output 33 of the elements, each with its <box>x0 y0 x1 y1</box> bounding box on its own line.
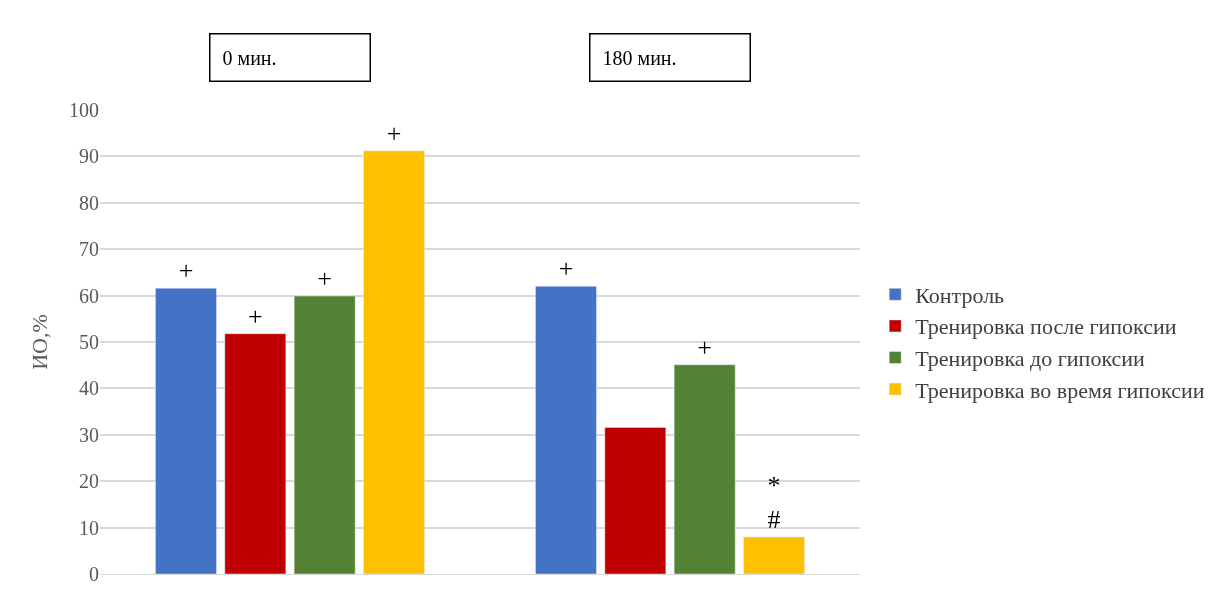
y-tick-label: 70 <box>79 238 99 261</box>
y-tick-label: 0 <box>89 563 99 585</box>
bar <box>604 427 667 574</box>
y-tick-label: 30 <box>79 423 99 446</box>
bar <box>293 295 356 574</box>
data-label: * # <box>767 471 781 534</box>
y-tick-label: 60 <box>79 284 99 307</box>
y-tick-label: 100 <box>69 99 99 121</box>
x-tick-label: 0 мин. <box>222 46 277 69</box>
data-label: + <box>558 254 574 284</box>
y-tick-label: 50 <box>79 331 99 353</box>
data-label: + <box>317 264 333 294</box>
y-axis-title: ИО,% <box>26 314 52 370</box>
y-tick-label: 20 <box>79 470 99 493</box>
bar <box>224 333 287 574</box>
y-tick-label: 90 <box>79 145 99 168</box>
bar <box>363 150 425 574</box>
y-tick-label: 80 <box>79 191 99 214</box>
y-tick-label: 40 <box>79 377 99 400</box>
legend-label: Тренировка после гипоксии <box>915 314 1177 340</box>
legend-label: Тренировка во время гипоксии <box>915 377 1205 403</box>
bar <box>155 287 217 574</box>
x-tick-label: 180 мин. <box>602 46 677 69</box>
legend-label: Тренировка до гипоксии <box>915 346 1146 372</box>
legend-label: Контроль <box>915 282 1005 308</box>
data-label: + <box>247 301 263 331</box>
data-label: + <box>697 332 713 362</box>
bar <box>673 364 736 574</box>
data-label: + <box>178 256 194 286</box>
y-tick-label: 10 <box>79 516 99 539</box>
bar <box>743 536 805 574</box>
data-label: + <box>386 118 402 148</box>
bar <box>535 286 597 574</box>
